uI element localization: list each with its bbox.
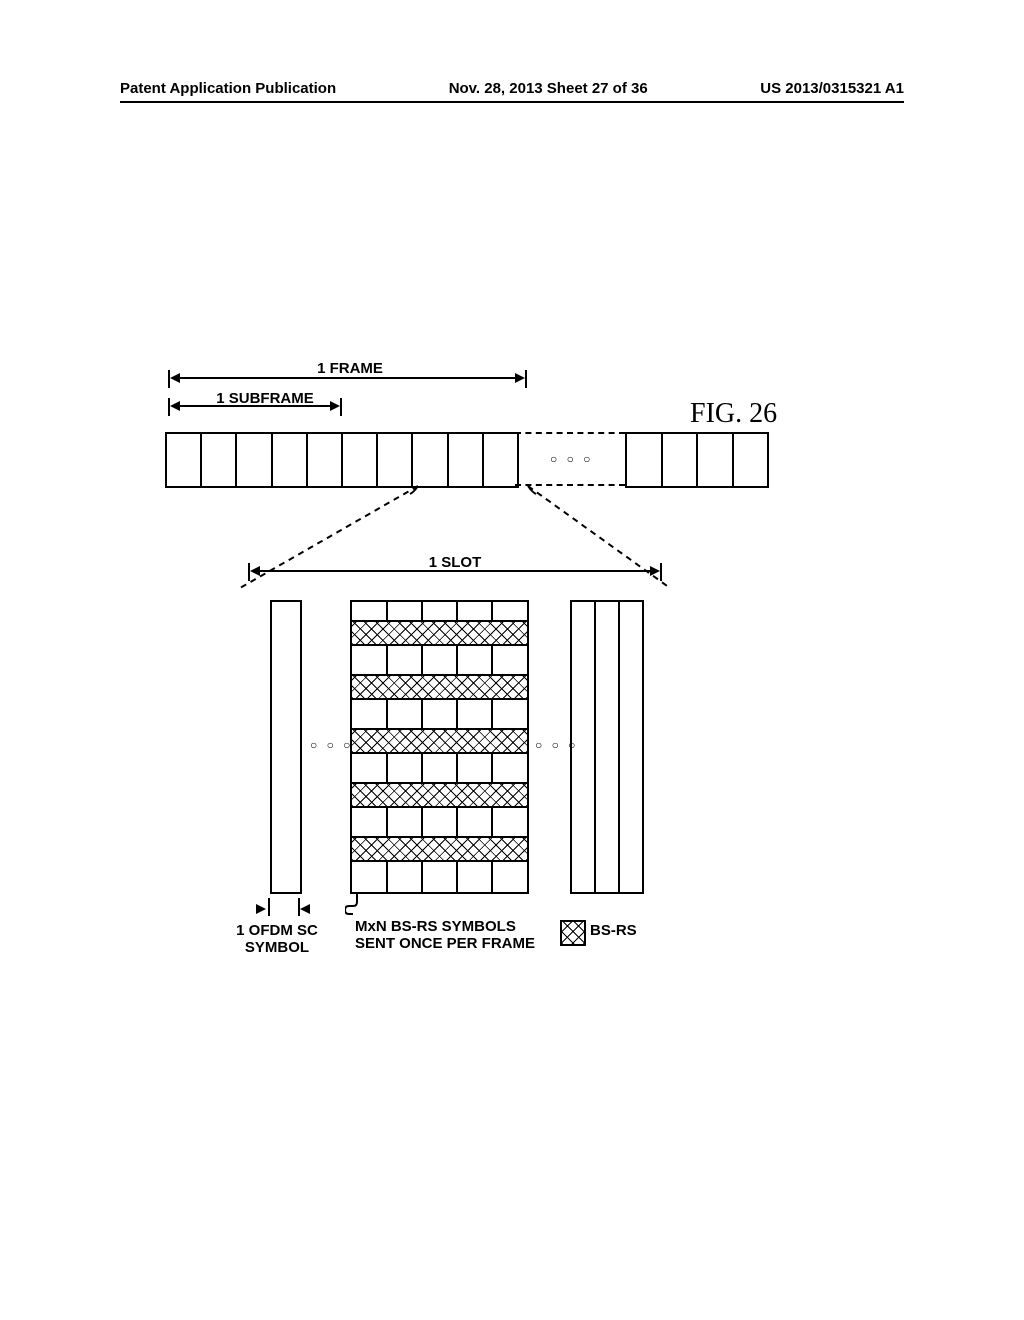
ellipsis-dots: ○ ○ ○ (550, 452, 593, 466)
bsrs-band (352, 782, 527, 808)
page-header: Patent Application Publication Nov. 28, … (120, 80, 904, 103)
frame-row-left (165, 432, 519, 488)
frame-cell (167, 434, 202, 486)
bsrs-symbols-label: MxN BS-RS SYMBOLS SENT ONCE PER FRAME (355, 918, 535, 953)
slot-label: 1 SLOT (420, 554, 490, 571)
ofdm-symbol-column (270, 600, 302, 894)
arrow-head (300, 904, 310, 914)
frame-cell (663, 434, 699, 486)
frame-cell (273, 434, 308, 486)
bsrs-label-line1: MxN BS-RS SYMBOLS (355, 918, 516, 935)
arrow-head (515, 373, 525, 383)
right-symbol-block (570, 600, 644, 894)
bsrs-band (352, 728, 527, 754)
arrow-line (258, 570, 650, 572)
figure-label: FIG. 26 (690, 398, 777, 430)
dashed-line (515, 484, 625, 486)
ofdm-label-line1: 1 OFDM SC (236, 922, 318, 939)
frame-cell (698, 434, 734, 486)
bsrs-band (352, 836, 527, 862)
frame-cell (237, 434, 272, 486)
frame-cell (627, 434, 663, 486)
arrow-line (178, 405, 330, 407)
legend-label: BS-RS (590, 922, 637, 939)
frame-cell (308, 434, 343, 486)
tick (340, 398, 342, 416)
dashed-line (515, 432, 625, 434)
frame-label: 1 FRAME (300, 360, 400, 377)
grid-column-divider (618, 602, 620, 892)
tick (525, 370, 527, 388)
frame-row-right (625, 432, 769, 488)
center-symbol-block (350, 600, 529, 894)
tick (660, 563, 662, 581)
bsrs-label-line2: SENT ONCE PER FRAME (355, 935, 535, 952)
ellipsis-dots: ○ ○ ○ (310, 738, 353, 752)
header-left: Patent Application Publication (120, 80, 336, 97)
arrow-head (256, 904, 266, 914)
frame-cell (378, 434, 413, 486)
arrow-head (650, 566, 660, 576)
frame-cell (413, 434, 448, 486)
header-center: Nov. 28, 2013 Sheet 27 of 36 (449, 80, 648, 97)
ofdm-label: 1 OFDM SC SYMBOL (222, 922, 332, 957)
bsrs-band (352, 674, 527, 700)
bsrs-band (352, 620, 527, 646)
frame-cell (202, 434, 237, 486)
legend-swatch (560, 920, 586, 946)
frame-cell (343, 434, 378, 486)
ofdm-label-line2: SYMBOL (245, 939, 309, 956)
grid-column-divider (594, 602, 596, 892)
arrow-line (178, 377, 523, 379)
frame-cell (449, 434, 484, 486)
frame-cell (734, 434, 768, 486)
tick (268, 898, 270, 916)
patent-figure-page: Patent Application Publication Nov. 28, … (0, 0, 1024, 1320)
header-right: US 2013/0315321 A1 (760, 80, 904, 97)
frame-cell (484, 434, 517, 486)
arrow-head (330, 401, 340, 411)
